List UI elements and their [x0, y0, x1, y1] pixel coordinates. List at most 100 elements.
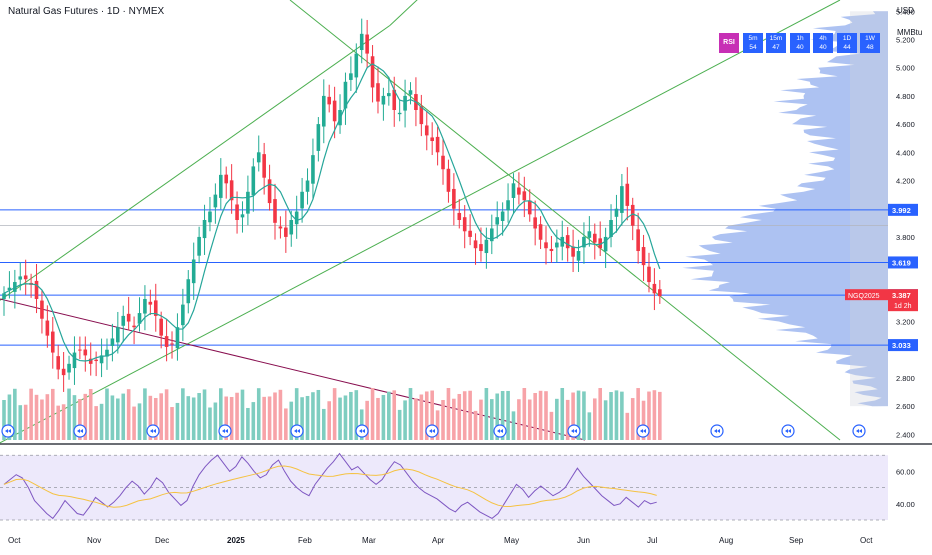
volume-bar [56, 405, 60, 440]
volume-bar [67, 388, 71, 440]
volume-bar [609, 392, 613, 440]
volume-bar [538, 390, 543, 440]
volume-bar [175, 402, 180, 440]
x-tick-label: Apr [432, 536, 445, 545]
candle-body [94, 359, 98, 362]
event-marker-icon [571, 429, 577, 433]
tf-button-1d[interactable]: 1D 44 [837, 33, 857, 53]
candle-body [132, 325, 136, 328]
volume-profile [682, 11, 888, 407]
volume-bar [251, 402, 256, 440]
candle-body [13, 282, 17, 292]
volume-bar [18, 405, 23, 440]
y-tick-label: 3.800 [896, 233, 915, 242]
candle-body [462, 217, 467, 232]
volume-bar [294, 388, 299, 440]
volume-bar [446, 388, 451, 440]
tf-button-4h[interactable]: 4h 40 [813, 33, 833, 53]
candle-body [170, 343, 174, 345]
candle-body [143, 298, 147, 314]
tf-label: 5m [748, 35, 758, 42]
volume-bar [419, 394, 424, 440]
candle-body [191, 259, 196, 284]
volume-bar [29, 388, 33, 440]
candle-body [267, 179, 272, 204]
candle-body [652, 283, 657, 294]
candle-body [576, 251, 581, 261]
tf-label: 4h [819, 35, 827, 42]
volume-bar [256, 388, 261, 440]
candle-body [332, 100, 337, 122]
tf-button-1w[interactable]: 1W 48 [860, 33, 880, 53]
candle-body [658, 289, 662, 297]
volume-bar [582, 391, 586, 440]
candle-body [365, 34, 369, 54]
volume-bar [495, 393, 500, 440]
volume-bar [522, 388, 527, 440]
volume-bar [332, 388, 337, 440]
volume-bar [647, 391, 651, 440]
candle-body [56, 356, 60, 370]
candle-body [61, 368, 66, 376]
volume-bar [13, 388, 17, 440]
chart-title[interactable]: Natural Gas Futures · 1D · NYMEX [8, 6, 165, 17]
volume-bar [430, 390, 434, 440]
candle-body [294, 211, 299, 225]
volume-bar [219, 388, 223, 440]
value-area-shade [850, 11, 888, 407]
volume-bar [484, 388, 489, 440]
volume-bar [527, 399, 532, 440]
candle-body [517, 187, 521, 195]
volume-bar [61, 404, 66, 440]
tf-label: 1h [796, 35, 804, 42]
volume-bar [284, 408, 288, 440]
tf-button-1h[interactable]: 1h 40 [790, 33, 810, 53]
channel-upper-line [0, 24, 391, 301]
candle-body [78, 349, 82, 351]
candle-body [403, 95, 407, 111]
volume-bar [452, 398, 456, 440]
volume-bar [321, 408, 326, 440]
x-tick-label: Oct [860, 536, 873, 545]
x-tick-label: Sep [789, 536, 804, 545]
tf-button-5m[interactable]: 5m 54 [743, 33, 763, 53]
candle-body [289, 220, 294, 235]
candle-body [435, 136, 440, 153]
tf-button-15m[interactable]: 15m 47 [766, 33, 786, 53]
y-tick-label: 4.400 [896, 148, 915, 157]
candle-body [23, 275, 28, 280]
candle-body [137, 313, 142, 324]
volume-bar [500, 391, 505, 440]
candle-body [121, 315, 126, 326]
candle-body [441, 155, 445, 170]
candle-body [500, 211, 505, 221]
level-badge [888, 339, 918, 352]
volume-bar [273, 392, 277, 440]
volume-bar [240, 389, 245, 440]
currency-label[interactable]: USD [897, 6, 914, 15]
volume-bar [202, 389, 207, 440]
event-marker-icon [150, 429, 156, 433]
volume-bar [343, 395, 348, 440]
volume-bar [625, 412, 630, 440]
candle-body [533, 217, 537, 229]
volume-bar [641, 400, 646, 440]
candle-body [479, 244, 483, 252]
volume-bar [148, 395, 153, 440]
candle-body [284, 227, 288, 237]
candle-body [397, 112, 402, 115]
y-tick-label: 5.000 [896, 64, 915, 73]
volume-bar [565, 399, 570, 440]
volume-bar [159, 393, 163, 440]
volume-bar [99, 403, 104, 440]
level-badge [888, 256, 918, 269]
rsi-badge[interactable]: RSI [719, 33, 739, 53]
candle-body [251, 166, 256, 196]
y-tick-label: 2.600 [896, 402, 915, 411]
volume-bar [229, 396, 234, 440]
candle-body [555, 242, 559, 248]
volume-bar [354, 390, 359, 440]
candle-body [224, 174, 229, 184]
